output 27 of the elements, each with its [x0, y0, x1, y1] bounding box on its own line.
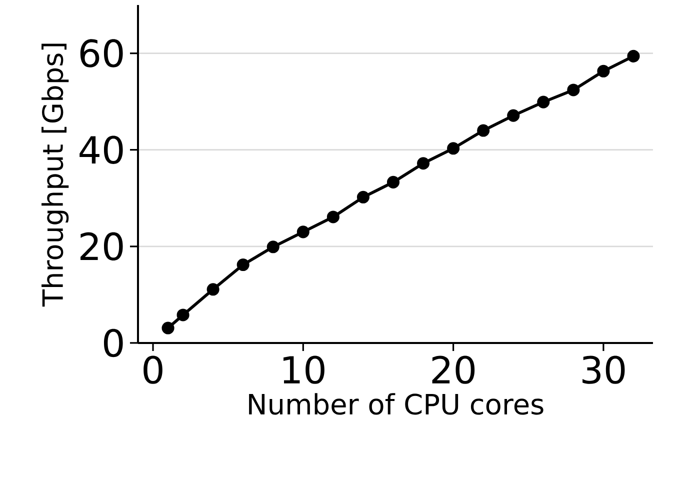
x-tick-label: 0: [144, 356, 162, 384]
point: [597, 64, 610, 78]
point: [537, 96, 550, 108]
point: [447, 142, 460, 155]
point: [176, 308, 190, 322]
y-tick-label: 20: [80, 232, 123, 261]
point: [356, 190, 370, 204]
x-axis-title: Number of CPU cores: [249, 393, 544, 415]
y-tick-label: 0: [104, 328, 123, 358]
point: [416, 157, 430, 170]
x-tick-label: 10: [283, 356, 324, 384]
point: [162, 322, 174, 334]
point: [266, 240, 280, 254]
y-axis-title: Throughput [Gbps]: [42, 44, 69, 307]
point: [477, 124, 490, 137]
point: [206, 283, 220, 296]
y-tick-label: 60: [80, 39, 123, 68]
point: [236, 258, 250, 272]
point: [507, 109, 520, 122]
point: [386, 176, 400, 188]
x-tick-label: 30: [582, 356, 625, 384]
point: [326, 210, 340, 224]
y-tick-label: 40: [80, 136, 123, 164]
point: [627, 50, 640, 62]
point: [296, 226, 310, 238]
point: [567, 84, 580, 96]
x-tick-label: 20: [432, 356, 475, 384]
